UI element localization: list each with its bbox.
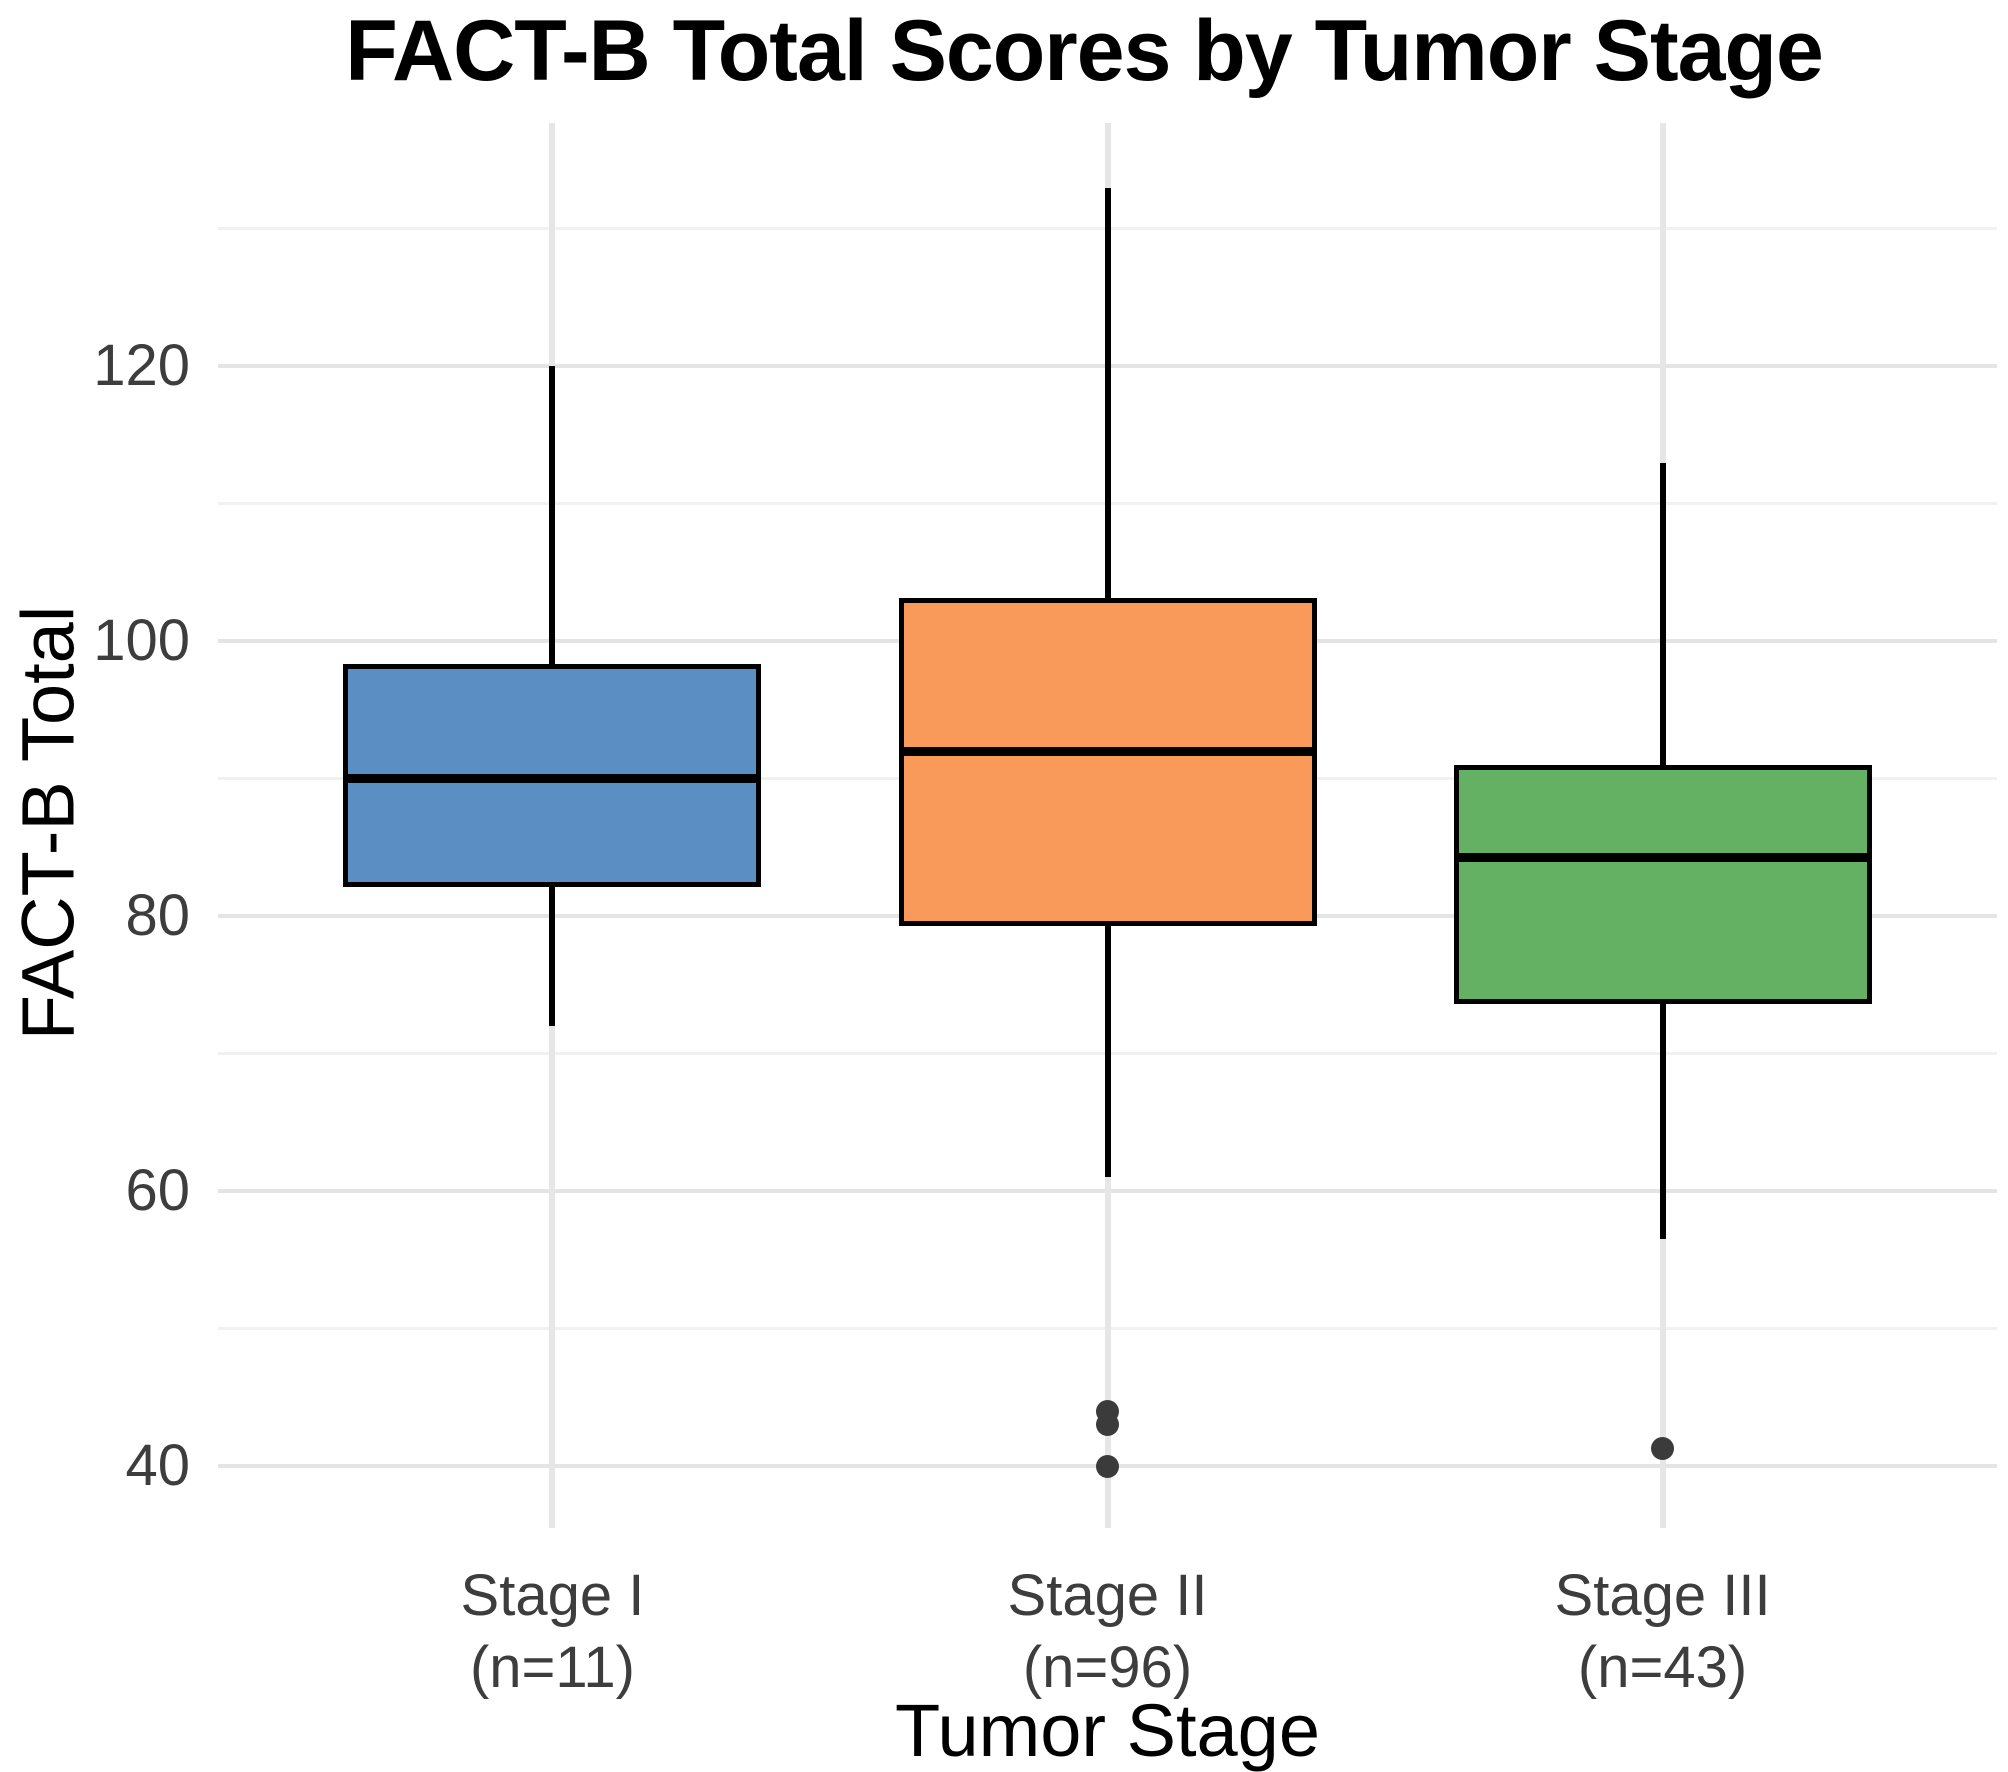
y-tick-label: 80 — [125, 883, 190, 949]
chart-title: FACT-B Total Scores by Tumor Stage — [345, 3, 1824, 99]
x-tick-n-label: (n=43) — [1577, 1635, 1748, 1700]
outlier-point — [1096, 1413, 1119, 1437]
x-tick-stage-label: Stage II — [1007, 1563, 1208, 1628]
x-tick-stage-label: Stage III — [1554, 1563, 1771, 1628]
y-tick-label: 100 — [93, 608, 190, 674]
outlier-point — [1096, 1454, 1119, 1478]
x-axis-title: Tumor Stage — [895, 1689, 1320, 1772]
y-tick-label: 60 — [125, 1158, 190, 1224]
y-tick-label: 40 — [125, 1433, 190, 1499]
x-tick-n-label: (n=96) — [1022, 1635, 1193, 1700]
x-tick-label: Stage I (n=11) — [322, 1560, 782, 1704]
outlier-point — [1651, 1436, 1675, 1460]
x-tick-stage-label: Stage I — [460, 1563, 645, 1628]
y-tick-label: 120 — [93, 333, 190, 399]
box-stage-ii — [898, 597, 1317, 926]
median-line — [903, 746, 1312, 756]
box-stage-iii — [1453, 765, 1872, 1004]
plot-area — [218, 123, 1997, 1528]
x-tick-label: Stage III (n=43) — [1433, 1560, 1893, 1704]
x-tick-label: Stage II (n=96) — [878, 1560, 1338, 1704]
x-tick-n-label: (n=11) — [469, 1635, 635, 1700]
median-line — [1458, 852, 1867, 862]
median-line — [348, 774, 757, 784]
